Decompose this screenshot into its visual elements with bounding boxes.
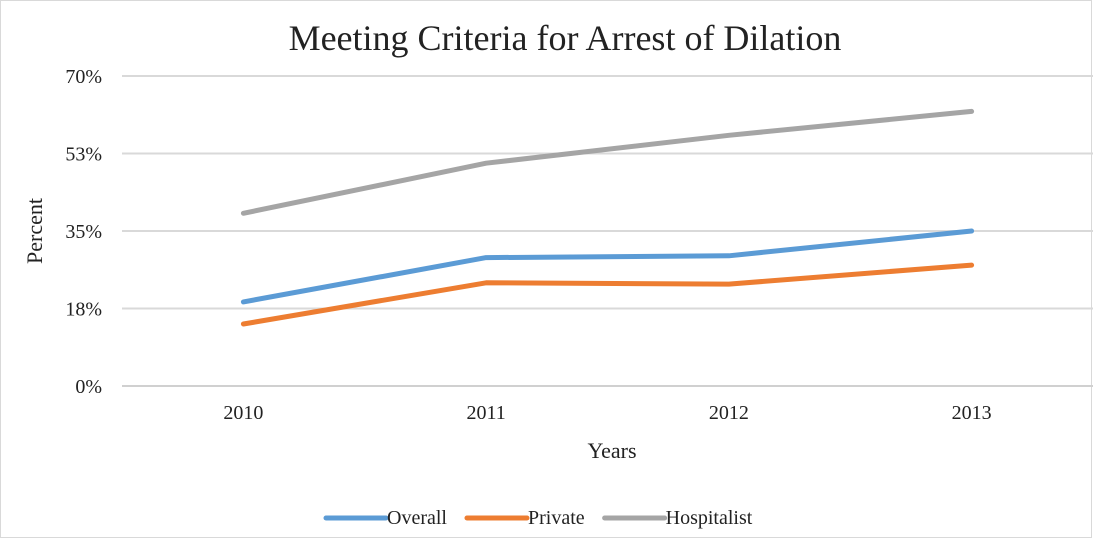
series-lines [240, 108, 975, 327]
gridlines [122, 75, 1093, 387]
y-tick-label: 53% [65, 144, 102, 166]
series-line-hospitalist [240, 108, 975, 216]
legend-label: Overall [387, 507, 447, 529]
x-axis-label: Years [587, 438, 636, 463]
legend-label: Private [528, 507, 585, 529]
series-line-overall [240, 228, 975, 305]
series-line-private [240, 262, 975, 327]
y-tick-label: 35% [65, 221, 102, 243]
x-tick-label: 2010 [223, 402, 263, 424]
x-tick-label: 2012 [709, 402, 749, 424]
y-axis-ticks: 0% 18% 35% 53% 70% [65, 66, 102, 398]
y-tick-label: 18% [65, 299, 102, 321]
chart-title: Meeting Criteria for Arrest of Dilation [289, 18, 842, 58]
x-axis-ticks: 2010 2011 2012 2013 [223, 402, 991, 424]
legend: Overall Private Hospitalist [323, 507, 753, 529]
y-tick-label: 0% [75, 376, 102, 398]
y-tick-label: 70% [65, 66, 102, 88]
x-tick-label: 2011 [466, 402, 505, 424]
legend-label: Hospitalist [666, 507, 753, 529]
x-tick-label: 2013 [952, 402, 992, 424]
y-axis-label: Percent [22, 198, 47, 264]
